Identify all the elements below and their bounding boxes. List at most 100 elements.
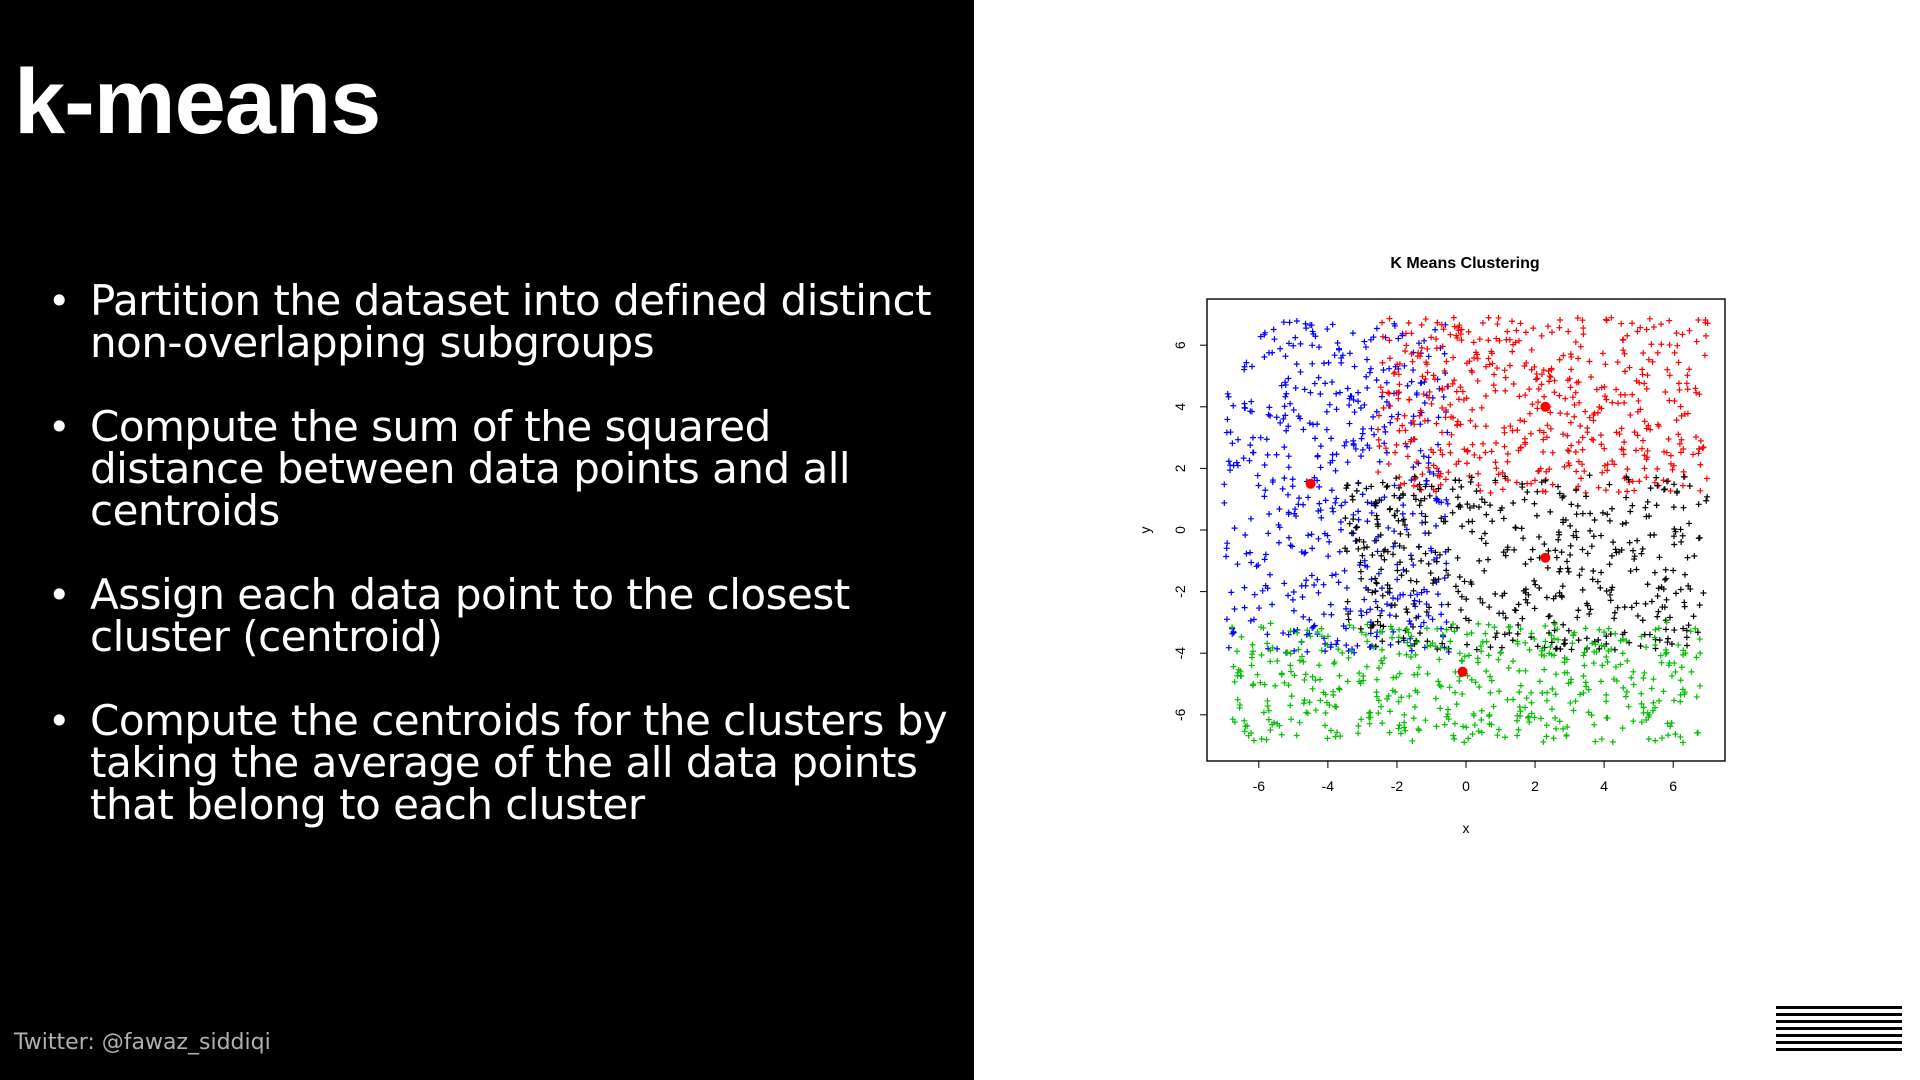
- data-point: [1665, 732, 1672, 739]
- data-point: [1283, 427, 1290, 434]
- data-point: [1478, 716, 1485, 723]
- data-point: [1336, 548, 1343, 555]
- data-point: [1249, 363, 1256, 370]
- data-point: [1678, 664, 1685, 671]
- data-point: [1277, 345, 1284, 352]
- data-point: [1666, 317, 1673, 324]
- data-point: [1422, 483, 1429, 490]
- data-point: [1575, 458, 1582, 465]
- data-point: [1450, 314, 1457, 321]
- data-point: [1436, 656, 1443, 663]
- data-point: [1673, 330, 1680, 337]
- data-point: [1299, 593, 1306, 600]
- data-point: [1465, 328, 1472, 335]
- data-point: [1224, 416, 1231, 423]
- data-point: [1597, 432, 1604, 439]
- data-point: [1546, 612, 1553, 619]
- data-point: [1693, 433, 1700, 440]
- data-point: [1462, 615, 1469, 622]
- data-point: [1443, 619, 1450, 626]
- data-point: [1408, 633, 1415, 640]
- data-point: [1322, 722, 1329, 729]
- data-point: [1348, 648, 1355, 655]
- data-point: [1379, 319, 1386, 326]
- data-point: [1244, 722, 1251, 729]
- data-point: [1445, 469, 1452, 476]
- data-point: [1628, 604, 1635, 611]
- data-point: [1487, 673, 1494, 680]
- data-point: [1418, 510, 1425, 517]
- data-point: [1391, 492, 1398, 499]
- data-point: [1703, 497, 1710, 504]
- data-point: [1585, 686, 1592, 693]
- data-point: [1384, 695, 1391, 702]
- data-point: [1472, 679, 1479, 686]
- data-point: [1453, 461, 1460, 468]
- data-point: [1522, 596, 1529, 603]
- data-point: [1596, 645, 1603, 652]
- data-point: [1493, 440, 1500, 447]
- data-point: [1282, 353, 1289, 360]
- data-point: [1622, 693, 1629, 700]
- data-point: [1278, 670, 1285, 677]
- data-point: [1387, 623, 1394, 630]
- data-point: [1429, 616, 1436, 623]
- data-point: [1225, 393, 1232, 400]
- data-point: [1619, 337, 1626, 344]
- data-point: [1701, 352, 1708, 359]
- data-point: [1565, 680, 1572, 687]
- data-point: [1464, 672, 1471, 679]
- data-point: [1432, 326, 1439, 333]
- data-point: [1440, 326, 1447, 333]
- data-point: [1624, 465, 1631, 472]
- data-point: [1454, 422, 1461, 429]
- data-point: [1312, 677, 1319, 684]
- data-point: [1423, 625, 1430, 632]
- data-point: [1412, 474, 1419, 481]
- data-point: [1447, 401, 1454, 408]
- data-point: [1398, 572, 1405, 579]
- data-point: [1544, 689, 1551, 696]
- data-point: [1470, 503, 1477, 510]
- data-point: [1501, 367, 1508, 374]
- data-point: [1626, 539, 1633, 546]
- data-point: [1373, 676, 1380, 683]
- data-point: [1575, 607, 1582, 614]
- data-point: [1333, 390, 1340, 397]
- data-point: [1540, 436, 1547, 443]
- data-point: [1352, 524, 1359, 531]
- data-point: [1391, 369, 1398, 376]
- data-point: [1700, 444, 1707, 451]
- data-point: [1521, 418, 1528, 425]
- data-point: [1583, 683, 1590, 690]
- data-point: [1318, 647, 1325, 654]
- data-point: [1305, 532, 1312, 539]
- data-point: [1439, 631, 1446, 638]
- data-point: [1684, 386, 1691, 393]
- data-point: [1306, 616, 1313, 623]
- data-point: [1506, 630, 1513, 637]
- data-point: [1496, 610, 1503, 617]
- data-point: [1390, 674, 1397, 681]
- data-point: [1481, 499, 1488, 506]
- data-point: [1400, 544, 1407, 551]
- data-point: [1560, 516, 1567, 523]
- data-point: [1680, 625, 1687, 632]
- data-point: [1321, 530, 1328, 537]
- data-point: [1583, 600, 1590, 607]
- data-point: [1284, 649, 1291, 656]
- data-point: [1662, 626, 1669, 633]
- data-point: [1680, 504, 1687, 511]
- data-point: [1534, 405, 1541, 412]
- data-point: [1404, 382, 1411, 389]
- data-point: [1373, 689, 1380, 696]
- data-point: [1642, 644, 1649, 651]
- data-point: [1618, 320, 1625, 327]
- data-point: [1397, 481, 1404, 488]
- data-point: [1633, 566, 1640, 573]
- data-point: [1443, 358, 1450, 365]
- data-point: [1424, 345, 1431, 352]
- data-point: [1247, 515, 1254, 522]
- data-point: [1395, 335, 1402, 342]
